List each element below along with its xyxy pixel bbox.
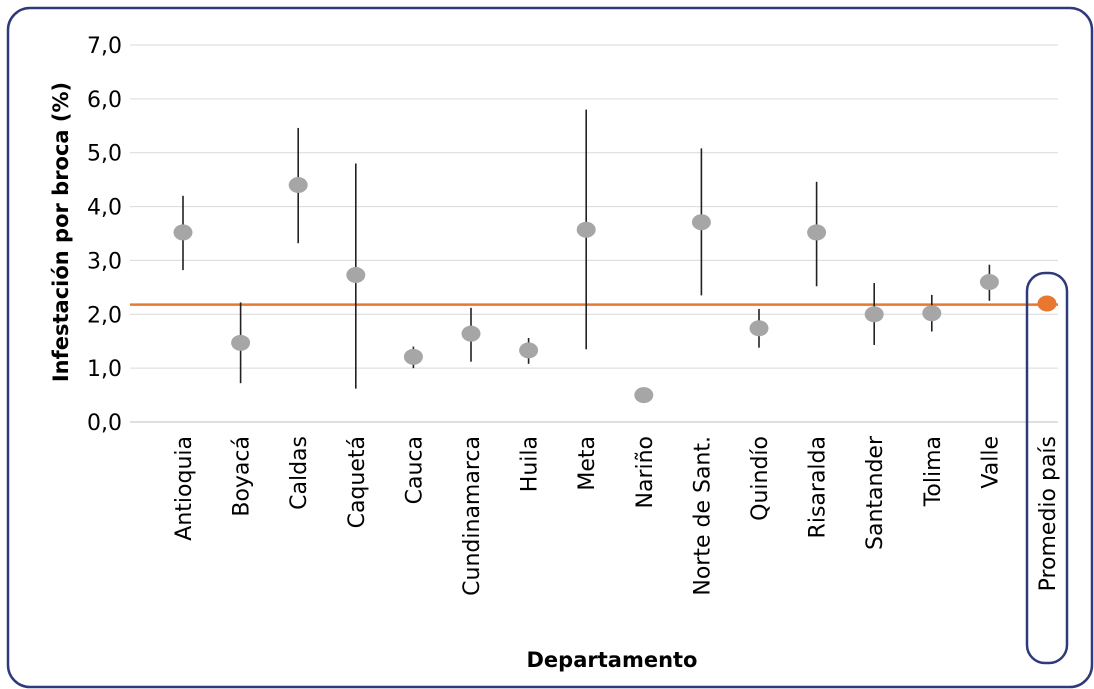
- y-tick-label: 5,0: [87, 142, 122, 167]
- y-tick-label: 2,0: [87, 303, 122, 328]
- x-tick-label: Promedio país: [1036, 436, 1061, 591]
- data-point: [519, 342, 539, 359]
- x-tick-label: Boyacá: [230, 436, 255, 517]
- x-tick-label: Valle: [978, 436, 1003, 489]
- data-point: [864, 306, 884, 323]
- y-tick-label: 7,0: [87, 34, 122, 59]
- x-tick-label: Quindío: [748, 436, 773, 521]
- gridlines: [130, 44, 1058, 423]
- y-axis-title: Infestación por broca (%): [49, 82, 73, 382]
- x-tick-label: Cauca: [402, 436, 427, 504]
- x-tick-label: Cundinamarca: [460, 436, 485, 596]
- x-tick-label: Antioquia: [172, 436, 197, 541]
- x-axis-title: Departamento: [527, 648, 698, 672]
- data-point: [749, 320, 769, 337]
- x-tick-label: Caquetá: [345, 436, 370, 528]
- x-tick-label: Meta: [575, 436, 600, 491]
- x-tick-label: Risaralda: [806, 436, 831, 538]
- x-tick-label: Nariño: [633, 436, 658, 509]
- x-tick-label: Huila: [518, 436, 543, 492]
- data-points: [173, 177, 1057, 404]
- data-point: [691, 214, 711, 231]
- data-point: [288, 177, 308, 194]
- data-point: [576, 221, 596, 238]
- y-tick-label: 0,0: [87, 411, 122, 436]
- y-tick-label: 3,0: [87, 249, 122, 274]
- data-point: [634, 387, 654, 404]
- data-point: [461, 325, 481, 342]
- x-axis: Antioquia Boyacá Caldas Caquetá Cauca Cundina…: [172, 435, 1061, 596]
- data-point: [173, 224, 193, 241]
- y-tick-label: 1,0: [87, 357, 122, 382]
- x-tick-label: Tolima: [921, 436, 946, 507]
- data-point: [346, 266, 366, 283]
- y-tick-label: 6,0: [87, 88, 122, 113]
- data-point: [807, 224, 827, 241]
- x-tick-label: Santander: [863, 435, 888, 550]
- chart-frame: [6, 6, 1094, 689]
- y-axis: 0,0 1,0 2,0 3,0 4,0 5,0 6,0 7,0: [87, 34, 122, 436]
- highlight-point: [1037, 295, 1057, 312]
- data-point: [231, 334, 251, 351]
- y-tick-label: 4,0: [87, 196, 122, 221]
- x-tick-label: Caldas: [287, 436, 312, 510]
- data-point: [403, 348, 423, 365]
- data-point: [979, 273, 999, 290]
- highlight-box: [1025, 271, 1069, 665]
- data-point: [922, 305, 942, 322]
- x-tick-label: Norte de Sant.: [690, 436, 715, 596]
